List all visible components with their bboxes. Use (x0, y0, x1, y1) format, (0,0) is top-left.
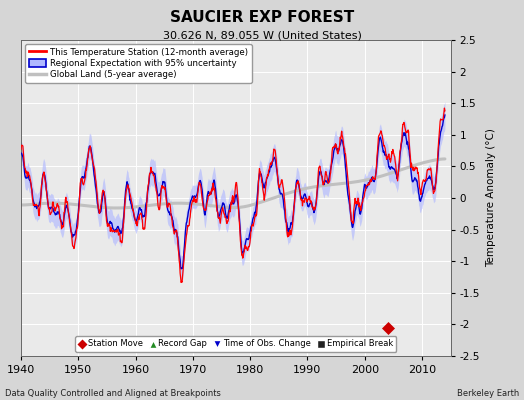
Text: SAUCIER EXP FOREST: SAUCIER EXP FOREST (170, 10, 354, 25)
Y-axis label: Temperature Anomaly (°C): Temperature Anomaly (°C) (486, 128, 496, 268)
Text: Data Quality Controlled and Aligned at Breakpoints: Data Quality Controlled and Aligned at B… (5, 389, 221, 398)
Text: 30.626 N, 89.055 W (United States): 30.626 N, 89.055 W (United States) (162, 30, 362, 40)
Text: Berkeley Earth: Berkeley Earth (456, 389, 519, 398)
Legend: Station Move, Record Gap, Time of Obs. Change, Empirical Break: Station Move, Record Gap, Time of Obs. C… (75, 336, 397, 352)
